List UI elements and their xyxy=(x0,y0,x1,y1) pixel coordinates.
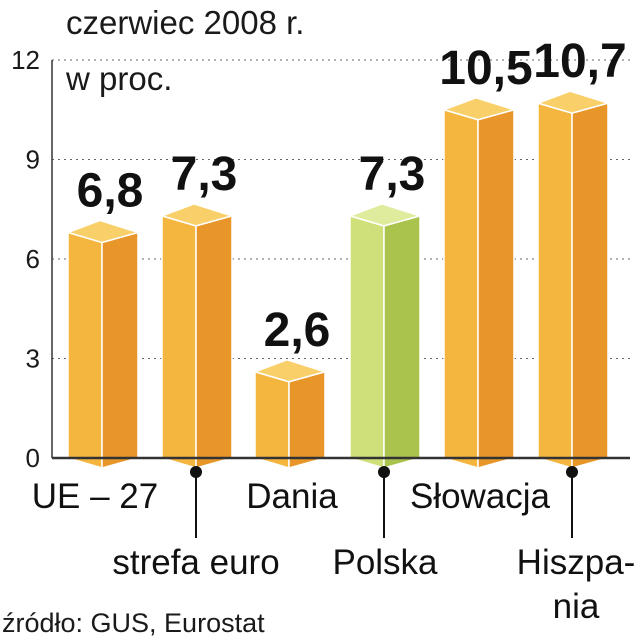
grid-lines xyxy=(51,59,630,458)
value-label: 10,5 xyxy=(439,42,532,95)
bar-front-face xyxy=(254,370,290,470)
bar-top-face xyxy=(347,203,423,227)
bar xyxy=(252,358,328,470)
chart-period-title: czerwiec 2008 r. xyxy=(66,4,304,41)
bar-front-face xyxy=(443,108,479,470)
chart-unit-label: w proc. xyxy=(65,60,172,97)
bars xyxy=(65,90,611,470)
y-tick-label: 0 xyxy=(26,443,40,473)
bar-front-face xyxy=(161,214,197,470)
y-tick-label: 3 xyxy=(26,344,40,374)
bar-side-face xyxy=(477,108,515,469)
category-label: Dania xyxy=(246,477,338,516)
category-label: Słowacja xyxy=(410,477,551,516)
bar-side-face xyxy=(383,214,421,469)
y-tick-label: 12 xyxy=(11,45,40,75)
value-label: 7,3 xyxy=(359,148,426,201)
source-note: źródło: GUS, Eurostat xyxy=(2,608,265,638)
y-tick-label: 6 xyxy=(26,244,40,274)
bar-front-face xyxy=(349,214,385,470)
bar-side-face xyxy=(288,370,326,469)
category-labels: UE – 27 strefa euro Dania Polska Słowacja His… xyxy=(32,466,636,626)
bar-side-face xyxy=(571,102,609,469)
bar-front-face xyxy=(67,231,103,470)
value-label: 7,3 xyxy=(171,148,238,201)
bar xyxy=(347,203,423,470)
y-axis-ticks: 0 3 6 9 12 xyxy=(11,45,40,473)
category-label: Hiszpa-nia xyxy=(517,543,636,626)
bar-side-face xyxy=(195,214,233,469)
bar-top-face xyxy=(65,219,141,244)
bar xyxy=(159,203,235,470)
category-label: strefa euro xyxy=(112,543,279,582)
bar-top-face xyxy=(535,90,611,114)
bar xyxy=(65,219,141,470)
category-label: Polska xyxy=(332,543,438,582)
bar xyxy=(535,90,611,470)
value-label: 10,7 xyxy=(533,35,626,88)
bar xyxy=(441,96,517,470)
y-tick-label: 9 xyxy=(26,145,40,175)
bar-side-face xyxy=(101,231,139,469)
value-labels: 6,8 7,32,67,310,5 10,7 xyxy=(77,35,627,357)
bar-top-face xyxy=(252,358,328,383)
category-label: UE – 27 xyxy=(32,477,158,516)
bar-front-face xyxy=(537,102,573,470)
bar-top-face xyxy=(159,203,235,227)
value-label: 2,6 xyxy=(264,304,331,357)
bar-top-face xyxy=(441,96,517,121)
value-label: 6,8 xyxy=(77,164,144,217)
